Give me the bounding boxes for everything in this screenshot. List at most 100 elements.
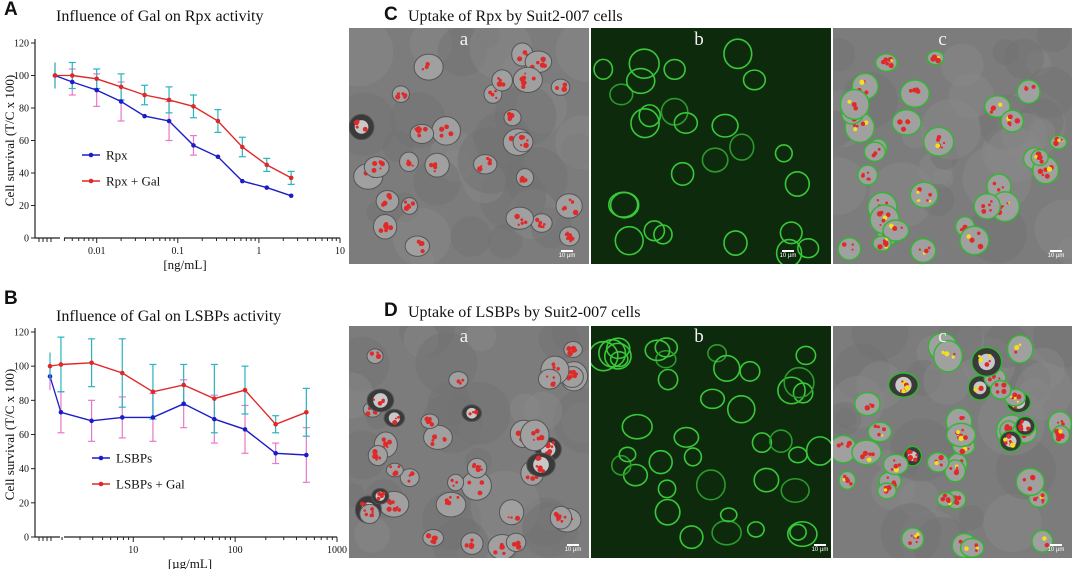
fluorescent-spot	[478, 465, 482, 468]
cell-membrane	[695, 469, 726, 501]
background-texture	[835, 407, 857, 428]
fluorescent-spot	[897, 119, 903, 125]
fluorescent-spot	[430, 539, 434, 544]
cell	[933, 339, 963, 373]
fluorescent-spot	[998, 377, 1001, 380]
fluorescent-spot	[955, 429, 961, 435]
fluorescent-spot	[397, 415, 401, 419]
background-texture	[851, 326, 909, 360]
cell-highlight	[978, 353, 995, 371]
scalebar-c-b: 10 µm	[777, 250, 799, 259]
fluorescent-spot	[964, 546, 969, 551]
cell-membrane	[742, 69, 767, 91]
fluorescent-spot	[416, 239, 421, 244]
fluorescent-spot	[488, 90, 493, 95]
fluorescent-spot	[864, 405, 871, 411]
chart-b-y-tick-label: 100	[14, 362, 29, 373]
fluorescent-spot	[1014, 345, 1020, 351]
fluorescent-spot	[1041, 173, 1045, 177]
fluorescent-spot	[1033, 497, 1038, 502]
chart-a-data-point	[166, 97, 172, 103]
fluorescent-spot	[407, 479, 411, 483]
fluorescent-spot	[910, 534, 913, 537]
fluorescent-spot	[940, 146, 943, 149]
fluorescent-spot	[851, 243, 854, 246]
cell-membrane	[769, 429, 793, 453]
chart-a-y-tick-label: 0	[24, 234, 29, 245]
fluorescent-spot	[408, 474, 412, 477]
cell-membrane	[663, 58, 686, 81]
cell-membrane	[751, 432, 773, 454]
fluorescent-spot	[978, 355, 981, 358]
cell-membrane	[609, 83, 634, 106]
fluorescent-spot	[396, 505, 399, 509]
fluorescent-spot	[495, 96, 498, 100]
fluorescent-spot	[387, 439, 392, 445]
fluorescent-spot	[531, 76, 536, 81]
background-texture	[959, 504, 984, 530]
fluorescent-spot	[942, 493, 947, 498]
fluorescent-spot	[370, 507, 375, 511]
fluorescent-spot	[988, 354, 992, 358]
fluorescent-spot	[1022, 478, 1027, 482]
fluorescent-spot	[493, 550, 498, 555]
fluorescent-spot	[379, 493, 384, 498]
fluorescent-spot	[877, 244, 883, 250]
chart-a-data-point	[191, 143, 196, 148]
fluorescent-spot	[1018, 424, 1024, 430]
fluorescent-spot	[425, 62, 430, 67]
sublabel-c-c: c	[938, 29, 947, 50]
fluorescent-spot	[1008, 123, 1012, 127]
fluorescent-spot	[526, 139, 529, 142]
fluorescent-spot	[444, 498, 450, 503]
fluorescent-spot	[473, 409, 479, 415]
fluorescent-spot	[953, 352, 956, 356]
fluorescent-spot	[363, 509, 367, 512]
fluorescent-spot	[866, 171, 870, 174]
fluorescent-spot	[384, 228, 388, 233]
cell-membrane	[621, 413, 653, 440]
fluorescent-spot	[389, 465, 392, 469]
fluorescent-spot	[386, 192, 392, 199]
fluorescent-spot	[494, 89, 497, 93]
fluorescent-spot	[511, 542, 517, 547]
cell-membrane	[784, 170, 811, 197]
fluorescent-spot	[444, 124, 449, 130]
fluorescent-spot	[541, 469, 546, 474]
panel-title-a: Influence of Gal on Rpx activity	[56, 8, 264, 25]
fluorescent-spot	[450, 478, 454, 483]
cell-membrane	[805, 436, 831, 466]
fluorescent-spot	[444, 502, 448, 505]
cell	[989, 379, 1012, 400]
fluorescent-spot	[372, 398, 376, 401]
background-texture	[1036, 28, 1071, 53]
cell-membrane	[775, 238, 803, 264]
fluorescent-spot	[523, 142, 529, 149]
chart-b-y-tick-label: 120	[14, 328, 29, 339]
fluorescent-spot	[870, 403, 875, 408]
fluorescent-spot	[381, 437, 386, 442]
fluorescent-spot	[439, 133, 444, 138]
fluorescent-spot	[396, 92, 401, 96]
fluorescent-spot	[871, 452, 875, 457]
fluorescent-spot	[560, 519, 564, 523]
fluorescent-spot	[566, 232, 573, 239]
fluorescent-spot	[372, 453, 378, 459]
fluorescent-spot	[376, 351, 379, 354]
fluorescent-spot	[422, 126, 428, 132]
chart-a-data-point	[215, 154, 221, 160]
fluorescent-spot	[394, 417, 397, 420]
fluorescent-spot	[393, 470, 399, 476]
fluorescent-spot	[1036, 156, 1040, 160]
fluorescent-spot	[866, 457, 872, 463]
fluorescent-spot	[372, 160, 378, 167]
chart-b-legend-marker	[98, 481, 104, 487]
fluorescent-spot	[379, 167, 382, 170]
cell-membrane	[673, 111, 699, 134]
fluorescent-spot	[963, 446, 968, 451]
cell-membrane	[655, 349, 677, 369]
fluorescent-spot	[843, 474, 847, 479]
fluorescent-spot	[997, 188, 1001, 192]
fluorescent-spot	[439, 126, 445, 132]
background-texture	[1025, 66, 1072, 118]
